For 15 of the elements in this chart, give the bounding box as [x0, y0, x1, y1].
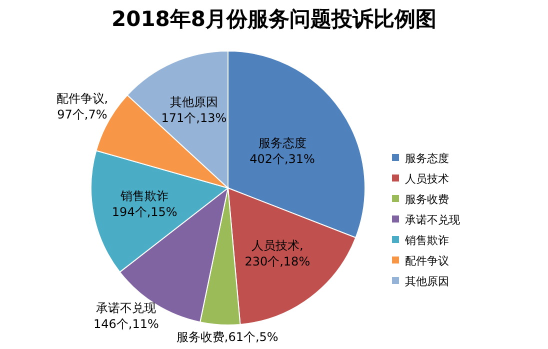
data-label: 配件争议, 97个,7%	[56, 91, 108, 122]
legend-label: 服务收费	[405, 193, 449, 206]
data-label: 承诺不兑现 146个,11%	[94, 300, 159, 331]
legend-label: 服务态度	[405, 152, 449, 165]
data-label: 服务收费,61个,5%	[176, 330, 278, 344]
legend-label: 承诺不兑现	[405, 214, 460, 226]
legend-label: 人员技术	[405, 172, 449, 186]
chart-title: 2018年8月份服务问题投诉比例图	[111, 7, 437, 31]
legend-label: 配件争议	[405, 254, 449, 268]
legend-label: 其他原因	[405, 275, 449, 288]
data-label: 销售欺诈 194个,15%	[112, 189, 178, 220]
data-label: 服务态度 402个,31%	[250, 136, 315, 166]
data-label: 人员技术, 230个,18%	[244, 238, 310, 269]
data-label: 其他原因 171个,13%	[161, 95, 227, 126]
legend-label: 销售欺诈	[404, 234, 449, 247]
